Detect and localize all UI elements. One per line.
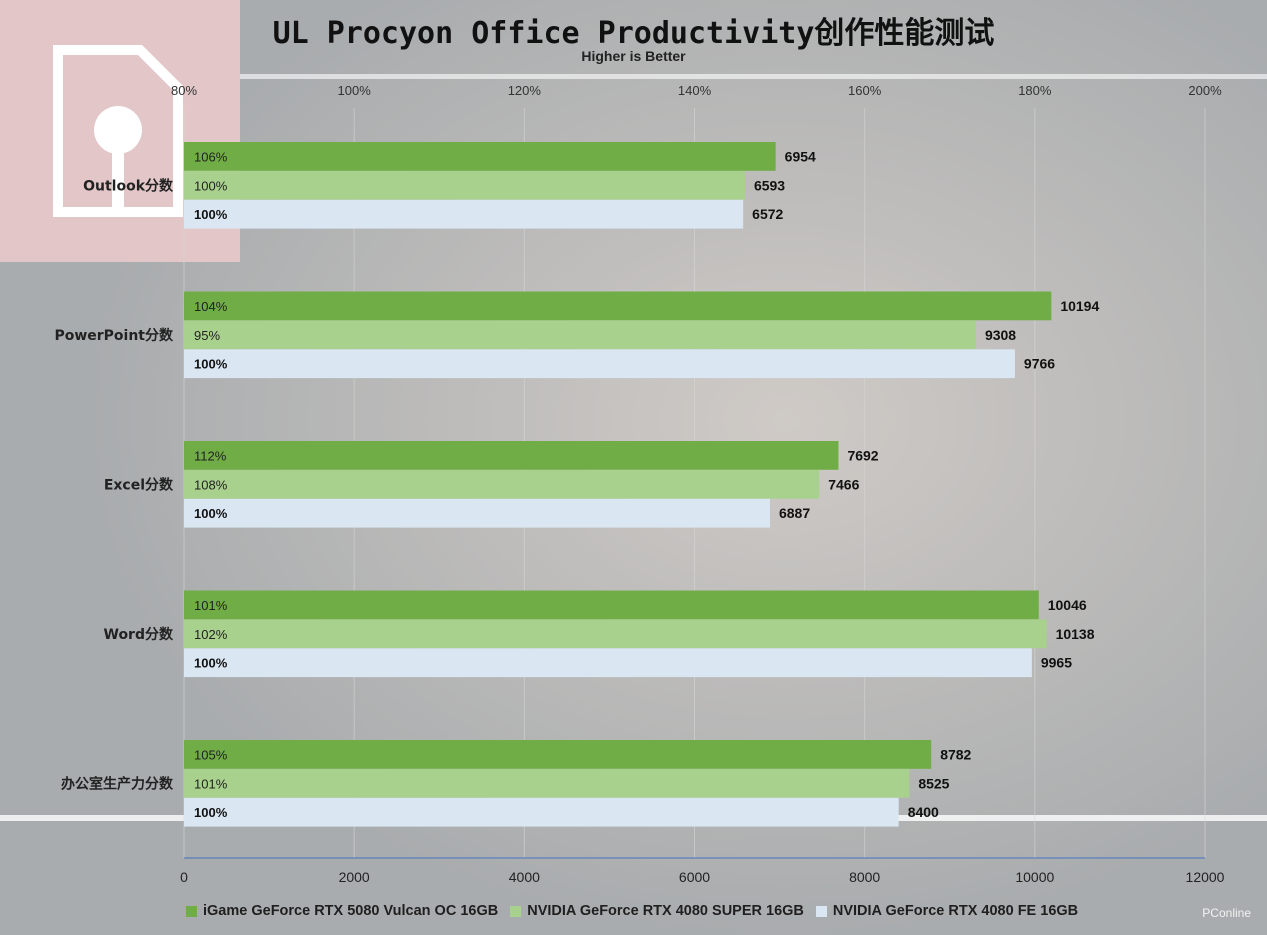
bar-percent-label: 105% [194,747,228,762]
bar-percent-label: 101% [194,776,228,791]
x-secondary-tick-label: 80% [171,83,197,98]
bar-value-label: 9308 [985,327,1016,343]
bar [184,441,839,470]
x-secondary-tick-label: 200% [1188,83,1222,98]
bar-value-label: 7466 [828,476,859,492]
x-secondary-tick-label: 180% [1018,83,1052,98]
bar-value-label: 9766 [1024,356,1055,372]
bar-percent-label: 102% [194,627,228,642]
category-label: Outlook分数 [83,177,174,194]
bar [184,797,899,827]
bar-percent-label: 100% [194,506,228,521]
x-secondary-tick-label: 160% [848,83,882,98]
bar-percent-label: 95% [194,328,220,343]
bar [184,199,744,229]
x-tick-label: 6000 [679,869,710,885]
x-tick-label: 10000 [1015,869,1054,885]
bar [184,469,820,499]
bar-value-label: 10046 [1048,597,1087,613]
bar-percent-label: 106% [194,149,228,164]
bar-value-label: 8400 [908,804,939,820]
x-secondary-tick-label: 140% [678,83,712,98]
bar-value-label: 9965 [1041,655,1072,671]
bar [184,590,1039,620]
bar-value-label: 8525 [918,775,949,791]
legend-item: NVIDIA GeForce RTX 4080 FE 16GB [815,903,1079,919]
category-label: 办公室生产力分数 [61,775,174,792]
bar-percent-label: 100% [194,178,228,193]
bar-value-label: 6954 [785,148,816,164]
x-tick-label: 0 [180,869,188,885]
x-tick-label: 8000 [849,869,880,885]
x-secondary-tick-label: 100% [338,83,372,98]
bar [184,619,1047,649]
bar-percent-label: 100% [194,357,228,372]
bar-percent-label: 108% [194,477,228,492]
watermark: PConline [1202,906,1251,920]
bar-value-label: 8782 [940,746,971,762]
bar [184,142,776,171]
bar-value-label: 10138 [1056,626,1095,642]
bar [184,768,910,798]
chart-title: UL Procyon Office Productivity创作性能测试 [272,16,995,51]
bar [184,498,770,528]
legend-label: iGame GeForce RTX 5080 Vulcan OC 16GB [203,903,499,919]
bar-value-label: 6572 [752,206,783,222]
legend-item: iGame GeForce RTX 5080 Vulcan OC 16GB [186,903,498,919]
category-label: PowerPoint分数 [54,327,174,344]
legend-label: NVIDIA GeForce RTX 4080 SUPER 16GB [527,903,804,919]
bar [184,170,745,200]
legend: iGame GeForce RTX 5080 Vulcan OC 16GB NV… [186,903,1084,919]
x-tick-label: 12000 [1186,869,1225,885]
legend-item: NVIDIA GeForce RTX 4080 SUPER 16GB [510,903,804,919]
bar-value-label: 10194 [1060,298,1099,314]
category-label: Word分数 [104,626,174,643]
bar [184,648,1032,678]
bar-value-label: 6887 [779,505,810,521]
bar-percent-label: 112% [194,448,227,463]
bar-percent-label: 100% [194,207,228,222]
bar-value-label: 7692 [847,447,878,463]
bar-percent-label: 100% [194,656,228,671]
legend-swatch-series-1 [186,905,197,917]
bar [184,320,976,350]
x-tick-label: 2000 [339,869,370,885]
bar-percent-label: 100% [194,805,228,820]
legend-swatch-series-3 [815,905,827,917]
bar [184,291,1052,321]
legend-swatch-series-2 [510,905,522,917]
bar-value-label: 6593 [754,177,785,193]
legend-label: NVIDIA GeForce RTX 4080 FE 16GB [832,903,1079,919]
x-secondary-tick-label: 120% [508,83,542,98]
bar [184,349,1015,379]
x-tick-label: 4000 [509,869,540,885]
chart-subtitle: Higher is Better [581,48,686,64]
bar-percent-label: 104% [194,299,228,314]
category-label: Excel分数 [104,476,174,493]
bar-percent-label: 101% [194,598,228,613]
bar [184,740,932,769]
